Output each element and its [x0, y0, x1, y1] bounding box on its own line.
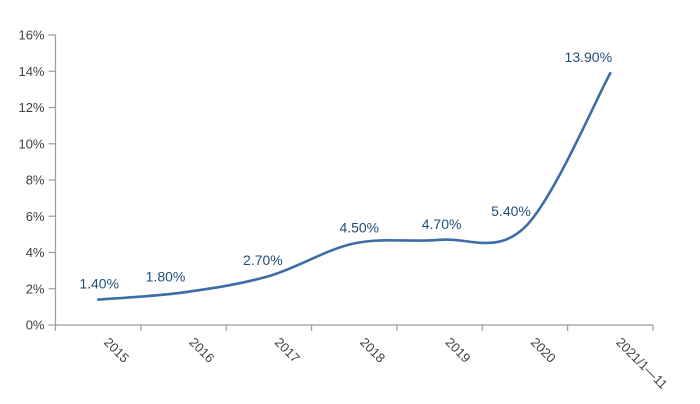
y-axis-ticks [48, 34, 56, 326]
data-label: 5.40% [491, 203, 531, 219]
y-tick-label: 4% [26, 245, 45, 260]
x-tick-label: 2019 [442, 335, 473, 366]
data-label: 1.40% [79, 276, 119, 292]
x-tick-label: 2016 [186, 335, 217, 366]
y-tick-label: 14% [18, 64, 44, 79]
data-label: 4.50% [339, 219, 379, 235]
x-tick-label: 2020 [528, 335, 559, 366]
y-tick-label: 0% [26, 318, 45, 333]
y-tick-label: 6% [26, 209, 45, 224]
y-tick-label: 16% [18, 28, 44, 43]
y-axis-labels: 0% 2% 4% 6% 8% 10% 12% 14% 16% [18, 28, 44, 333]
x-axis-ticks [54, 325, 654, 331]
x-tick-label: 2015 [101, 335, 132, 366]
y-tick-label: 12% [18, 100, 44, 115]
data-labels: 1.40% 1.80% 2.70% 4.50% 4.70% 5.40% 13.90% [79, 49, 612, 292]
data-label: 2.70% [243, 252, 283, 268]
x-tick-label: 2017 [272, 335, 303, 366]
y-tick-label: 8% [26, 173, 45, 188]
y-tick-label: 2% [26, 281, 45, 296]
series-line [96, 71, 612, 301]
x-tick-label: 2021/1—11 [613, 335, 670, 392]
data-label: 13.90% [565, 49, 612, 65]
data-label: 1.80% [146, 268, 186, 284]
data-label: 4.70% [422, 216, 462, 232]
x-tick-label: 2018 [357, 335, 388, 366]
y-tick-label: 10% [18, 136, 44, 151]
x-axis-labels: 2015 2016 2017 2018 2019 2020 2021/1—11 [101, 335, 671, 392]
